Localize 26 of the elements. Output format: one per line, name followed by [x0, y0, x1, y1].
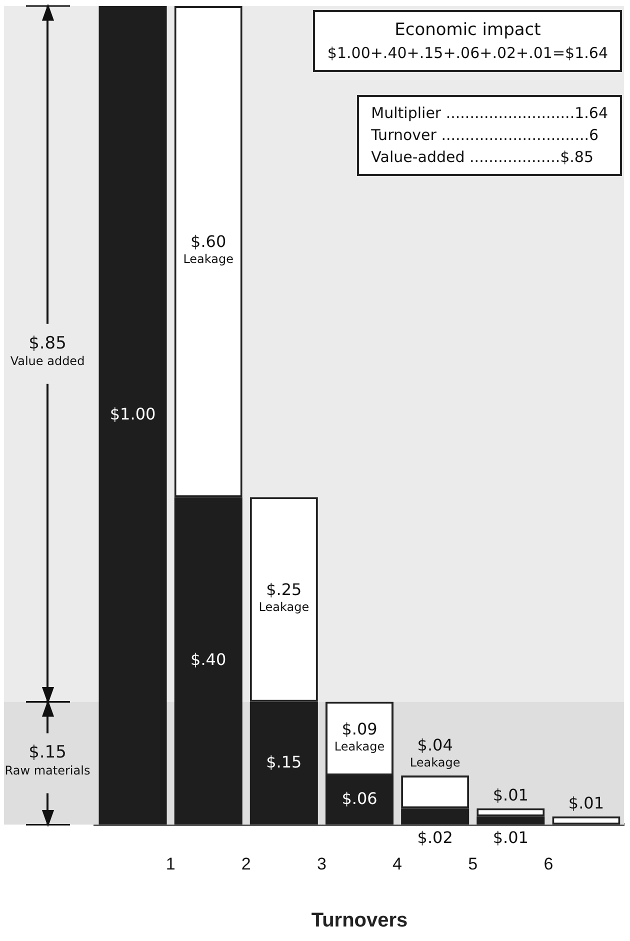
data-label: $.01: [568, 794, 604, 813]
x-tick-label: 2: [241, 854, 251, 874]
data-label: $.15: [266, 752, 302, 772]
x-tick-label: 1: [166, 854, 176, 874]
data-label: $.01: [492, 828, 528, 847]
annotation: Economic impact: [394, 19, 542, 42]
data-label: $.40: [190, 650, 226, 670]
band-label: $.85 Value added: [10, 333, 85, 368]
data-label: $.09 Leakage: [334, 719, 385, 754]
data-label: $.02: [417, 828, 453, 847]
x-tick-label: 3: [316, 854, 326, 874]
annotation: Turnover ...............................6: [371, 124, 600, 146]
data-label: $.04 Leakage: [410, 736, 460, 770]
x-tick-label: 5: [468, 854, 478, 874]
data-label: $.60 Leakage: [183, 232, 234, 266]
x-tick-label: 4: [392, 854, 402, 874]
annotation: Value-added ...................$.85: [371, 146, 595, 168]
data-label: $1.00: [110, 404, 156, 424]
data-label: $.25 Leakage: [258, 580, 310, 614]
data-label: $.01: [492, 785, 528, 804]
x-tick-label: 6: [544, 854, 554, 874]
annotation: $1.00+.40+.15+.06+.02+.01=$1.64: [327, 42, 608, 64]
x-axis-title: Turnovers: [311, 910, 408, 932]
data-label: $.06: [342, 789, 378, 808]
annotation: Multiplier ...........................1.64: [371, 103, 608, 124]
band-label: $.15 Raw materials: [4, 742, 90, 778]
